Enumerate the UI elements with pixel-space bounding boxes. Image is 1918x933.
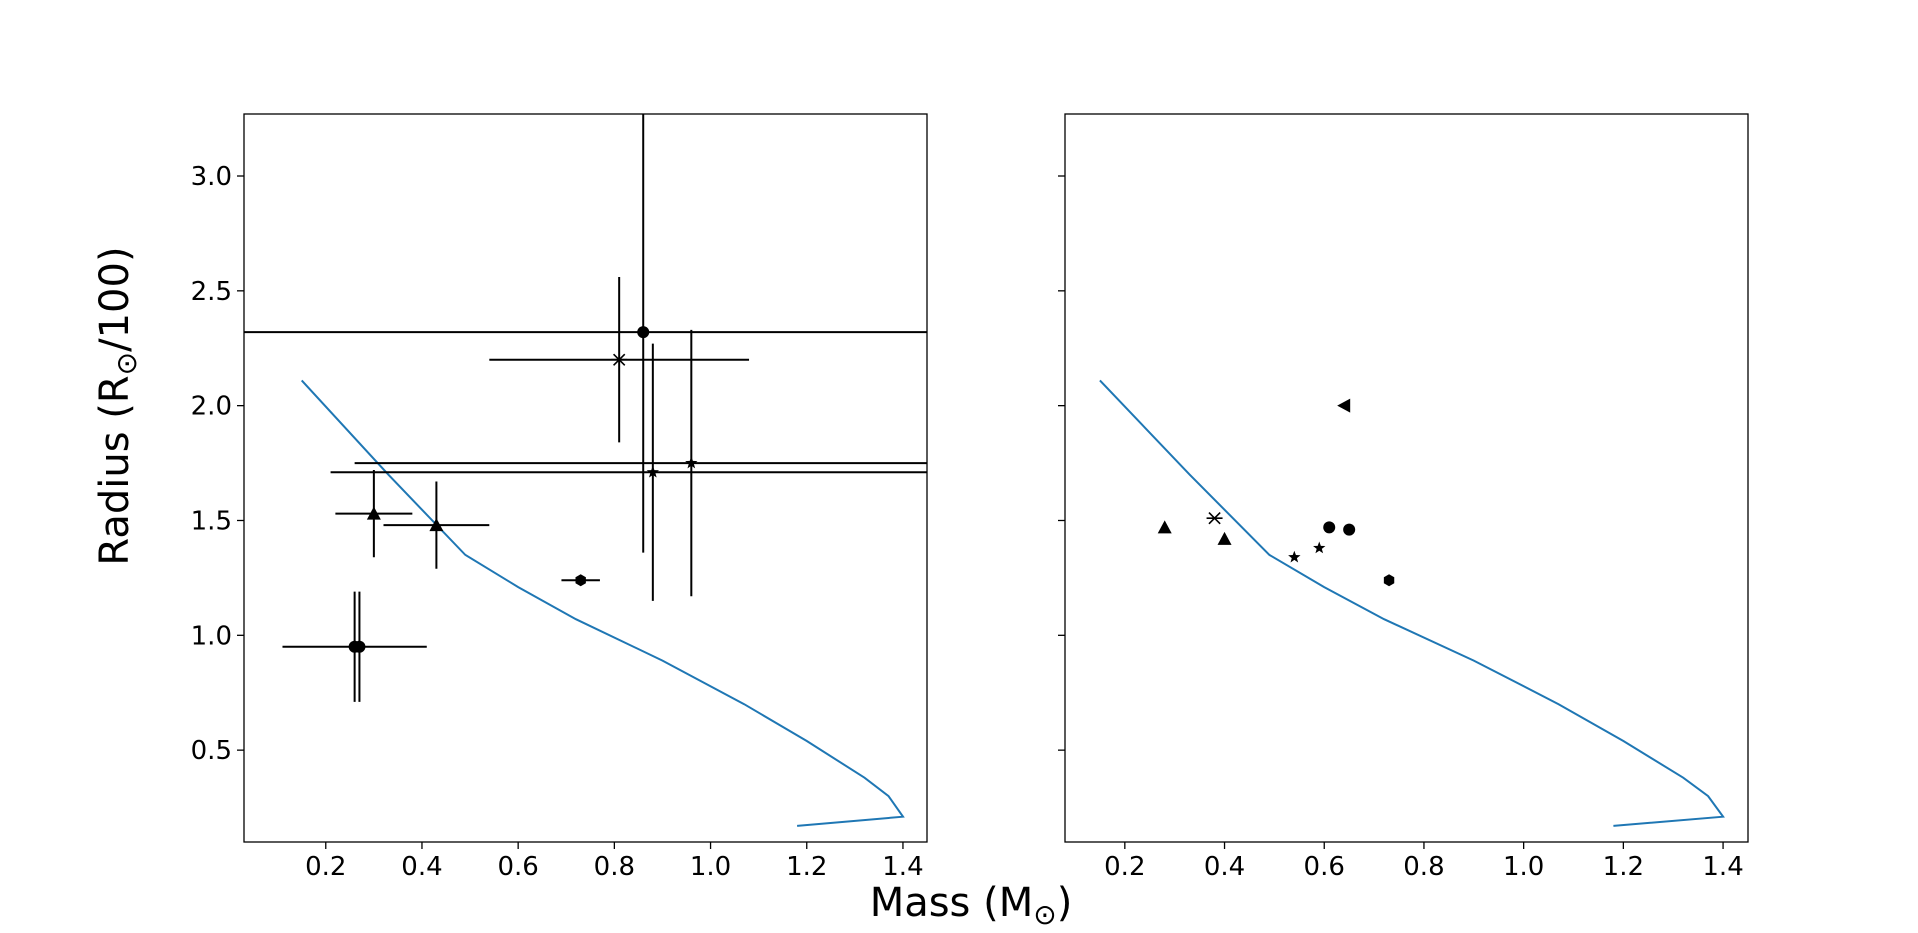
x-tick-label: 1.2 (786, 852, 827, 882)
mass-radius-curve (300, 379, 905, 827)
data-point (1343, 523, 1356, 536)
left-panel: 0.2 0.4 0.6 0.8 1.0 1.2 1.4 0.5 1.0 1.5 2.0 2.5 3.0 (191, 113, 928, 882)
star-marker (646, 465, 660, 478)
y-axis-label: Radius (R⊙/100) (92, 246, 143, 565)
data-point (1313, 541, 1326, 554)
data-point (1157, 520, 1172, 534)
x-tick-label: 0.6 (1304, 852, 1345, 882)
x-tick-label: 1.0 (690, 852, 731, 882)
x-axis-label-sub: ⊙ (1033, 898, 1056, 931)
y-axis-label-main: Radius (R (92, 375, 138, 565)
x-tick-label: 0.8 (594, 852, 635, 882)
circle-marker (637, 326, 650, 339)
data-point (244, 114, 927, 553)
circle-marker (1323, 521, 1336, 534)
data-point (1323, 521, 1336, 534)
y-tick-label: 2.5 (191, 277, 232, 307)
plot-frame (243, 113, 928, 843)
right-panel: 0.2 0.4 0.6 0.8 1.0 1.2 1.4 (1058, 113, 1749, 882)
x-tick-label: 1.4 (882, 852, 923, 882)
plot-area (244, 114, 927, 827)
x-star-marker (1206, 512, 1223, 525)
triangle-up-marker (366, 506, 381, 520)
x-tick-label: 1.0 (1503, 852, 1544, 882)
data-point (335, 469, 413, 558)
mass-radius-curve (1099, 379, 1725, 827)
x-tick-label: 0.8 (1403, 852, 1444, 882)
x-tick-label: 1.4 (1702, 852, 1743, 882)
star-marker (685, 456, 698, 469)
y-axis-label-close: /100) (92, 246, 138, 351)
hexagon-marker (575, 574, 586, 587)
data-point (489, 277, 750, 443)
plot-area (1099, 379, 1725, 827)
x-tick-label: 1.2 (1603, 852, 1644, 882)
data-point (1206, 512, 1223, 525)
triangle-up-marker (429, 518, 444, 532)
circle-marker (1343, 523, 1356, 536)
data-point (1288, 550, 1301, 563)
x-tick-label: 0.4 (1204, 852, 1245, 882)
x-tick-label: 0.2 (305, 852, 346, 882)
x-axis-label-main: Mass (M (870, 880, 1034, 926)
data-point (561, 574, 600, 587)
x-axis-label: Mass (M⊙) (870, 880, 1073, 931)
triangle-left-marker (1337, 398, 1351, 413)
star-marker (1288, 550, 1301, 563)
x-tick-label: 0.4 (401, 852, 442, 882)
data-point (1217, 531, 1232, 545)
triangle-up-marker (1217, 531, 1232, 545)
x-tick-label: 0.2 (1104, 852, 1145, 882)
data-point (1383, 574, 1395, 587)
data-point (354, 329, 927, 597)
data-point (1337, 398, 1351, 413)
y-axis-label-sub: ⊙ (110, 352, 143, 375)
star-marker (1313, 541, 1326, 554)
y-tick-label: 1.0 (191, 621, 232, 651)
y-tick-label: 0.5 (191, 736, 232, 766)
x-tick-label: 0.6 (497, 852, 538, 882)
data-point (330, 343, 927, 601)
x-axis-label-close: ) (1057, 880, 1073, 926)
triangle-up-marker (1157, 520, 1172, 534)
hexagon-marker (1383, 574, 1395, 587)
y-tick-label: 1.5 (191, 506, 232, 536)
y-tick-label: 3.0 (191, 162, 232, 192)
data-point (383, 481, 490, 569)
y-tick-label: 2.0 (191, 392, 232, 422)
x-star-marker (611, 353, 628, 366)
data-point (353, 591, 366, 702)
circle-marker (353, 640, 366, 653)
plot-frame (1064, 113, 1749, 843)
